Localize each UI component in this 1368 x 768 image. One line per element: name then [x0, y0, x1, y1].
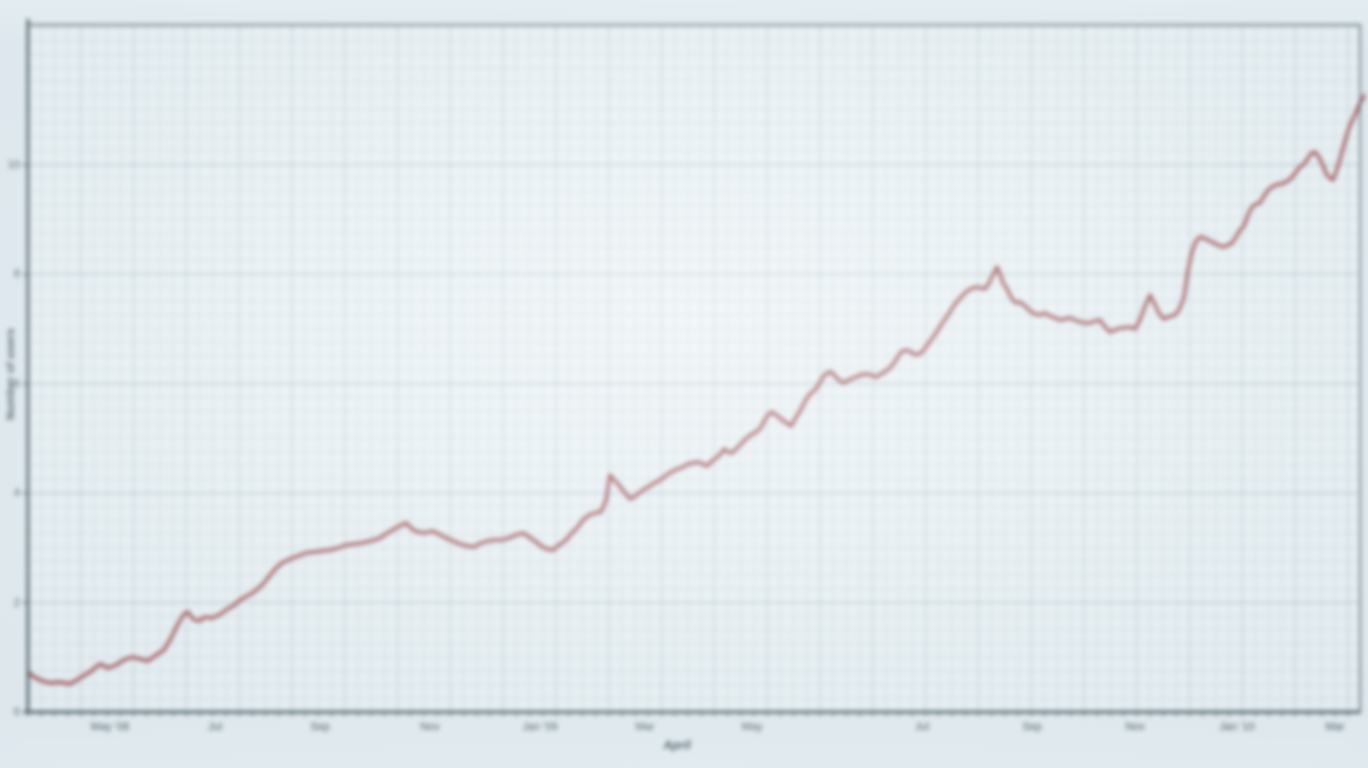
y-tick-label: 8	[13, 268, 20, 281]
x-tick-label: Mar	[635, 721, 655, 733]
x-tick-label: Jan '10	[1219, 721, 1255, 733]
x-tick-label: Nov	[420, 721, 440, 733]
y-tick-label: 10	[7, 159, 20, 171]
data-series-line	[26, 94, 1366, 686]
x-tick-label: Jan '09	[522, 721, 558, 733]
y-tick-label: 4	[13, 487, 20, 500]
y-axis-title: Number of users	[5, 328, 17, 420]
y-tick-label: 6	[13, 377, 20, 390]
x-tick-label: May '08	[90, 721, 130, 733]
x-tick-label: Jul	[914, 721, 930, 733]
x-tick-label: Jul	[207, 721, 223, 733]
x-axis-title: April	[663, 738, 691, 752]
y-tick-label: 0	[13, 706, 20, 718]
grid-lines	[28, 25, 1360, 713]
x-tick-label: Nov	[1125, 721, 1145, 733]
axis-tick-marks	[23, 164, 1349, 717]
x-tick-label: May	[741, 721, 763, 733]
y-tick-label: 2	[13, 596, 20, 609]
plot-background	[28, 25, 1360, 712]
axis-frame	[24, 19, 1361, 714]
x-tick-label: Sep	[310, 721, 330, 733]
x-tick-label: Mar	[1325, 721, 1345, 733]
x-tick-label: Sep	[1022, 721, 1042, 733]
